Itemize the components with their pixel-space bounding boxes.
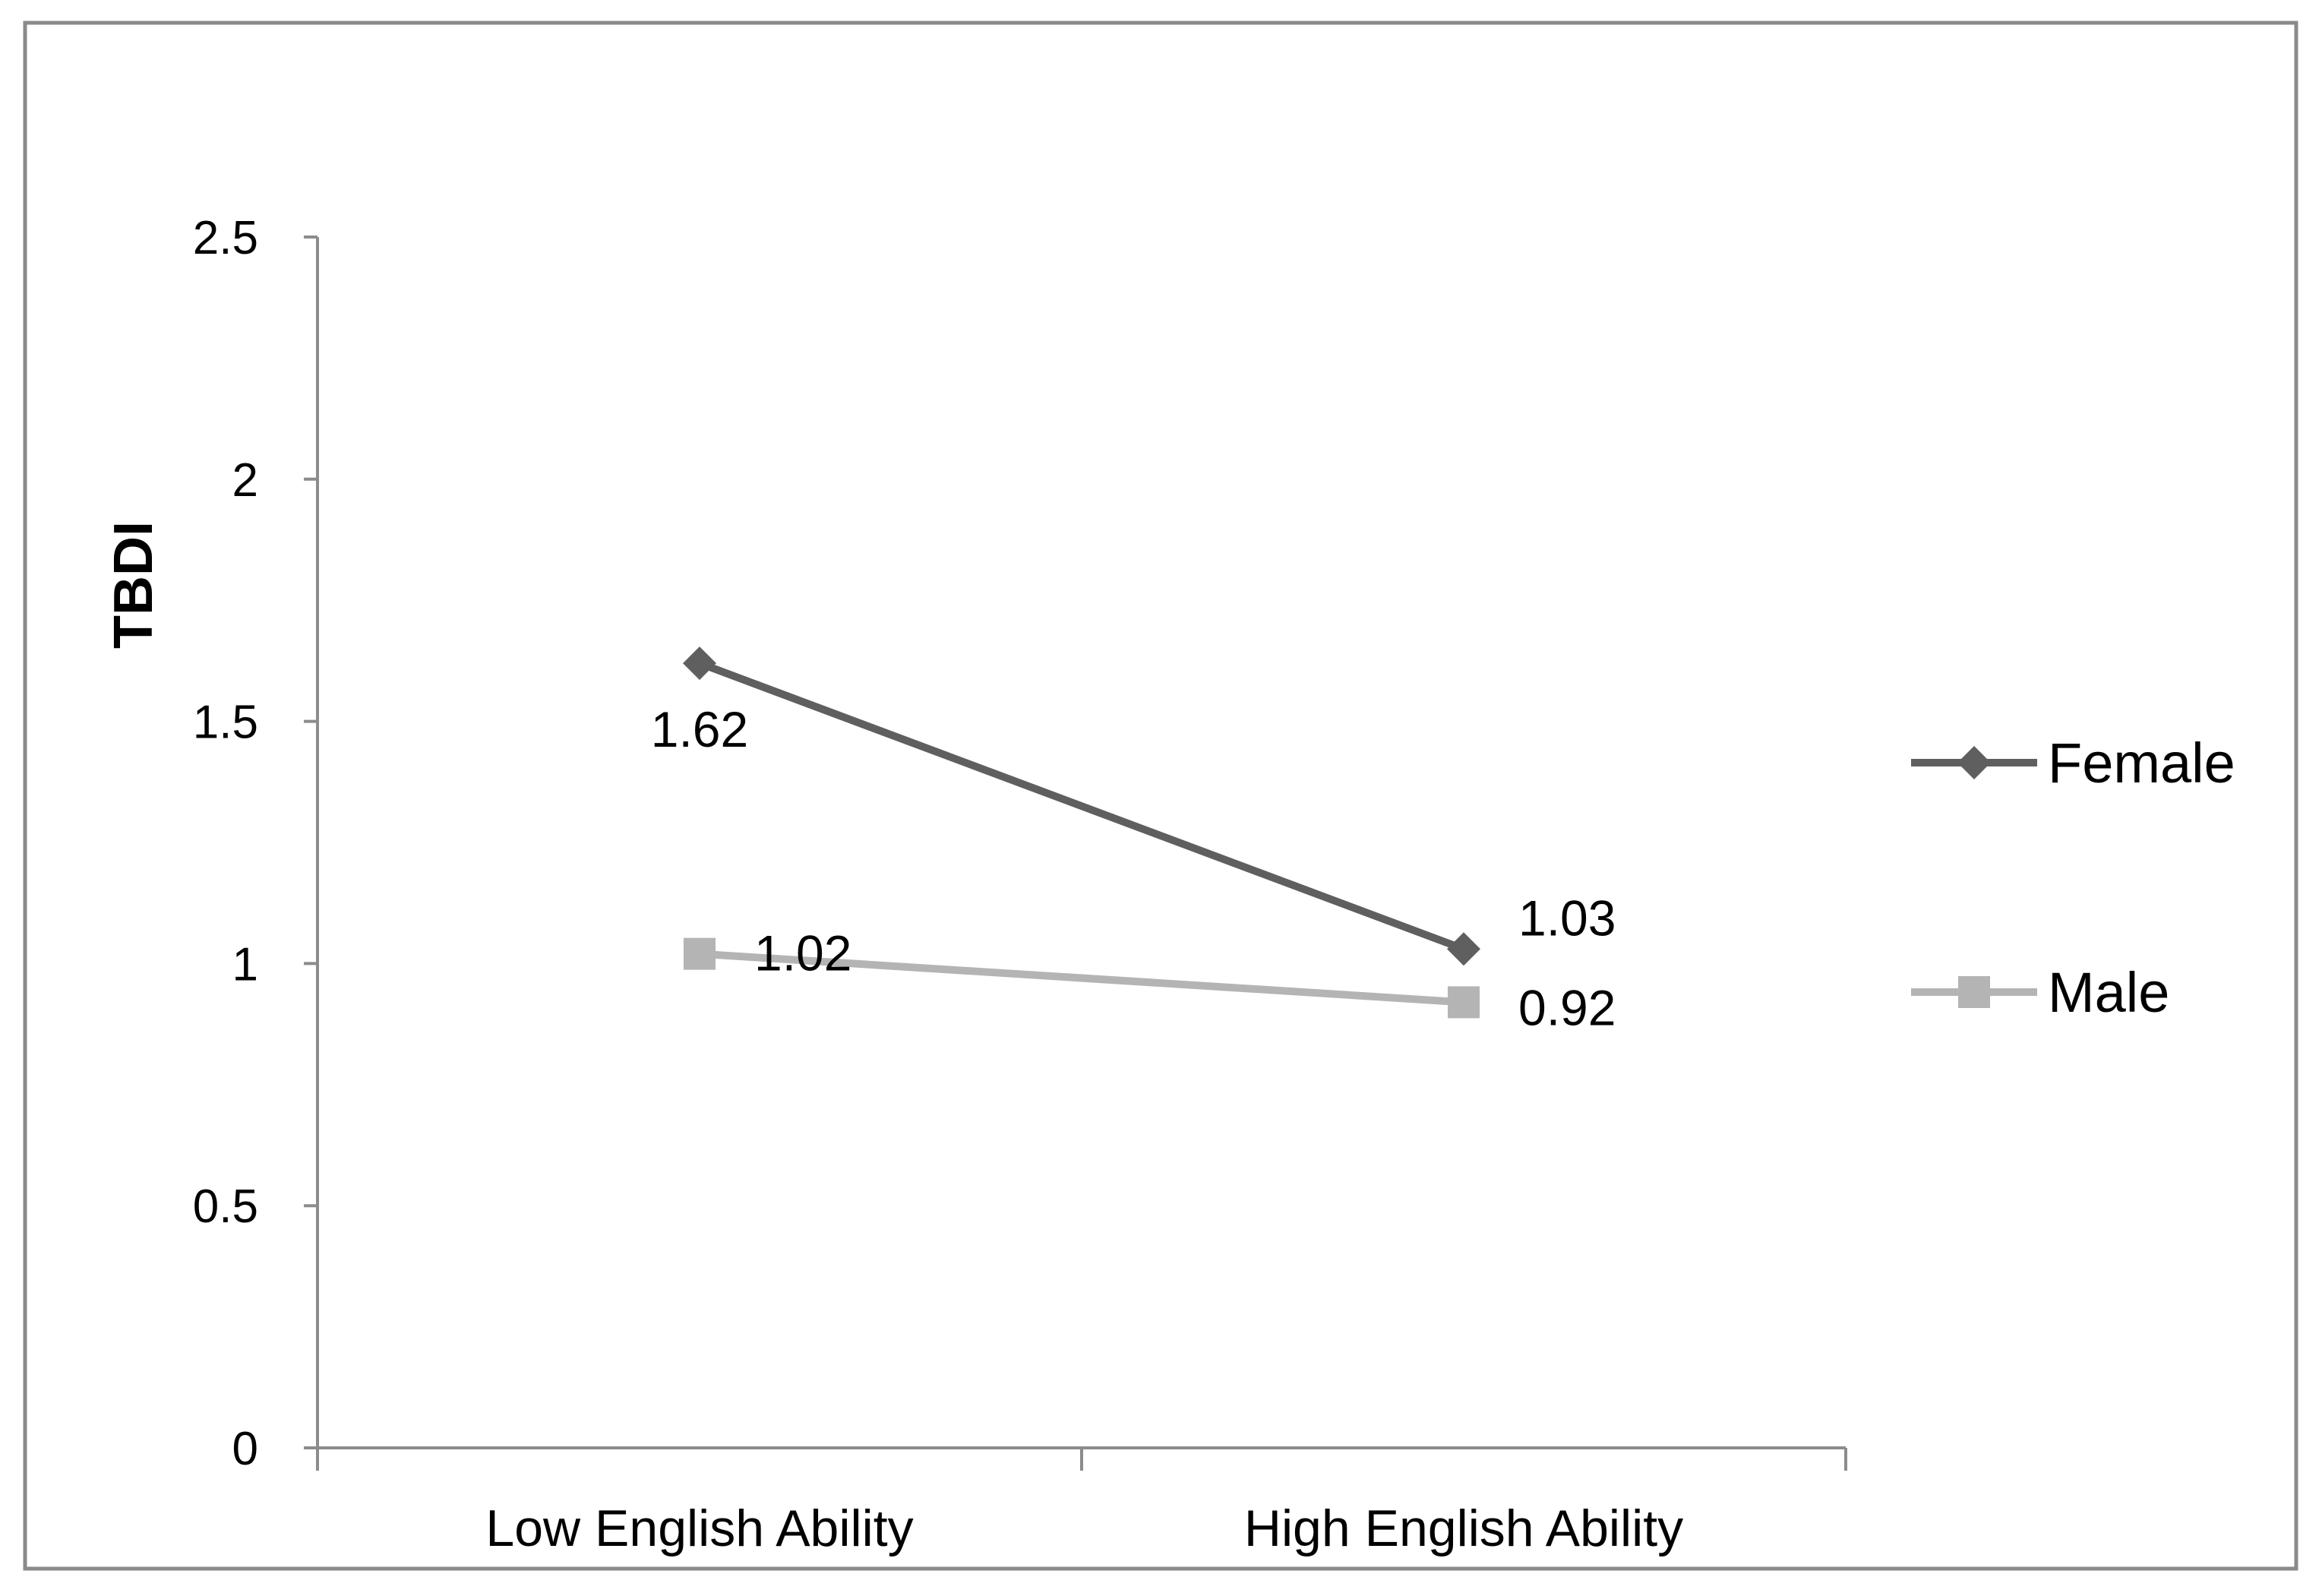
square-marker <box>1448 986 1480 1019</box>
x-tick-label: High English Ability <box>1244 1500 1683 1557</box>
chart-border <box>23 21 2298 1571</box>
y-tick-label: 2.5 <box>193 212 258 264</box>
data-labels: 1.62 1.03 1.02 0.92 <box>651 701 1616 1035</box>
y-tick-label: 1.5 <box>193 697 258 749</box>
y-axis-title: TBDI <box>103 521 164 649</box>
series-line-male <box>699 950 1464 1007</box>
y-tick-label: 2 <box>232 454 258 507</box>
legend-label: Male <box>2048 961 2169 1024</box>
data-label: 1.03 <box>1518 890 1616 946</box>
legend: Female Male <box>1911 732 2235 1024</box>
y-tick-label: 0.5 <box>193 1180 258 1233</box>
legend-label: Female <box>2048 732 2235 795</box>
series-lines <box>698 659 1465 1007</box>
x-ticks: Low English Ability High English Ability <box>316 1448 1847 1557</box>
y-ticks: 0 0.5 1 1.5 2 2.5 <box>193 212 317 1475</box>
data-label: 0.92 <box>1518 979 1616 1035</box>
data-label: 1.62 <box>651 701 748 757</box>
diamond-marker <box>1957 746 1991 779</box>
square-marker <box>684 937 716 970</box>
y-tick-label: 1 <box>232 938 258 991</box>
y-tick-label: 0 <box>232 1423 258 1475</box>
diamond-marker <box>1447 932 1480 966</box>
series-markers <box>683 646 1480 1019</box>
data-label: 1.02 <box>754 925 851 981</box>
x-tick-label: Low English Ability <box>485 1500 913 1557</box>
square-marker <box>1958 976 1990 1008</box>
diamond-marker <box>683 646 716 681</box>
series-line-female <box>698 659 1465 953</box>
